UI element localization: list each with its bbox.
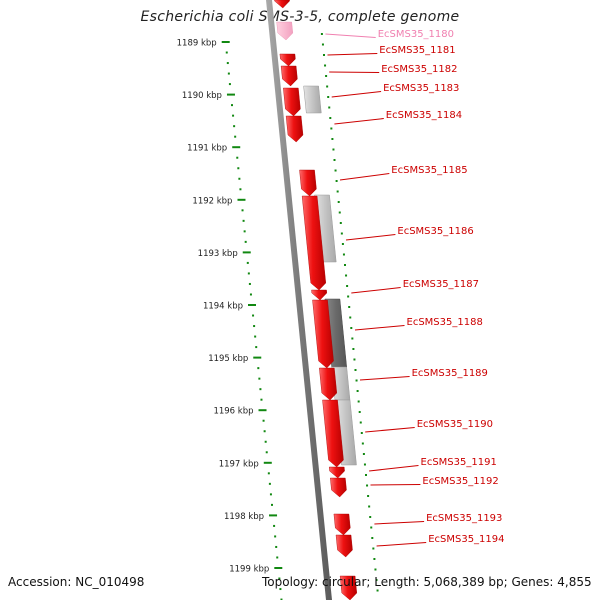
figure-title: Escherichia coli SMS-3-5, complete genom… <box>140 9 460 25</box>
gene-label: EcSMS35_1187 <box>403 279 479 290</box>
gene-arrow <box>330 477 347 498</box>
gene-leader-line <box>370 484 421 486</box>
gene-arrow <box>311 289 328 301</box>
ruler-tick-label: 1197 kbp <box>219 459 259 469</box>
ruler-tick-label: 1191 kbp <box>187 144 227 154</box>
gene-label: EcSMS35_1188 <box>407 317 483 328</box>
gene-leader-line <box>359 376 410 381</box>
accession-text: Accession: NC_010498 <box>8 575 145 589</box>
gene-label: EcSMS35_1181 <box>379 45 455 56</box>
gene-arrow <box>274 0 290 9</box>
gene-leader-line <box>331 91 382 98</box>
gene-arrow <box>283 87 301 117</box>
gene-leader-line <box>351 287 401 294</box>
gene-label: EcSMS35_1183 <box>383 83 459 94</box>
gene-label: EcSMS35_1185 <box>391 165 467 176</box>
gene-arrow-faded <box>276 21 294 41</box>
ruler-tick-label: 1190 kbp <box>182 91 222 101</box>
ruler-tick-label: 1195 kbp <box>208 354 248 364</box>
homology-block <box>303 85 322 114</box>
gene-leader-line <box>369 465 419 472</box>
gene-leader-line <box>354 325 405 331</box>
gene-label: EcSMS35_1186 <box>397 226 473 237</box>
gene-arrow <box>312 299 334 369</box>
gene-arrow <box>322 399 344 468</box>
gene-arrow <box>279 53 296 67</box>
genome-stats-text: Topology: circular; Length: 5,068,389 bp… <box>262 575 592 589</box>
gene-arrow <box>299 169 317 197</box>
gene-arrow <box>301 195 327 291</box>
gene-leader-line <box>327 53 378 56</box>
gene-leader-line <box>365 427 415 433</box>
gene-leader-line <box>374 521 425 525</box>
gene-leader-line <box>329 71 380 73</box>
gene-arrow <box>333 513 351 536</box>
gene-label: EcSMS35_1184 <box>386 110 462 121</box>
gene-arrow <box>328 466 345 479</box>
ruler-tick-label: 1192 kbp <box>192 196 232 206</box>
gene-label: EcSMS35_1194 <box>428 534 504 545</box>
gene-arrow <box>280 65 298 87</box>
ruler-tick-label: 1189 kbp <box>177 39 217 49</box>
gene-label: EcSMS35_1191 <box>421 457 497 468</box>
gene-label: EcSMS35_1193 <box>426 513 502 524</box>
ruler-tick-label: 1199 kbp <box>229 565 269 575</box>
ruler-tick-label: 1194 kbp <box>203 302 243 312</box>
gene-arrow <box>319 367 338 401</box>
gene-label: EcSMS35_1182 <box>381 64 457 75</box>
gene-leader-line <box>325 33 376 38</box>
gene-arrow <box>339 575 358 600</box>
gene-leader-line <box>345 234 396 241</box>
gene-arrow <box>285 115 304 143</box>
gene-leader-line <box>339 173 390 181</box>
gene-arrow <box>335 534 353 558</box>
gene-label: EcSMS35_1189 <box>412 368 488 379</box>
chromosome-backbone <box>266 0 332 600</box>
ruler-tick-label: 1193 kbp <box>198 249 238 259</box>
ruler-tick-label: 1196 kbp <box>213 407 253 417</box>
ruler-tick-label: 1198 kbp <box>224 512 264 522</box>
gene-leader-line <box>376 542 427 547</box>
gene-label: EcSMS35_1192 <box>422 476 498 487</box>
gene-label: EcSMS35_1190 <box>417 419 493 430</box>
gene-leader-line <box>334 118 384 125</box>
gene-label: EcSMS35_1180 <box>378 29 454 40</box>
